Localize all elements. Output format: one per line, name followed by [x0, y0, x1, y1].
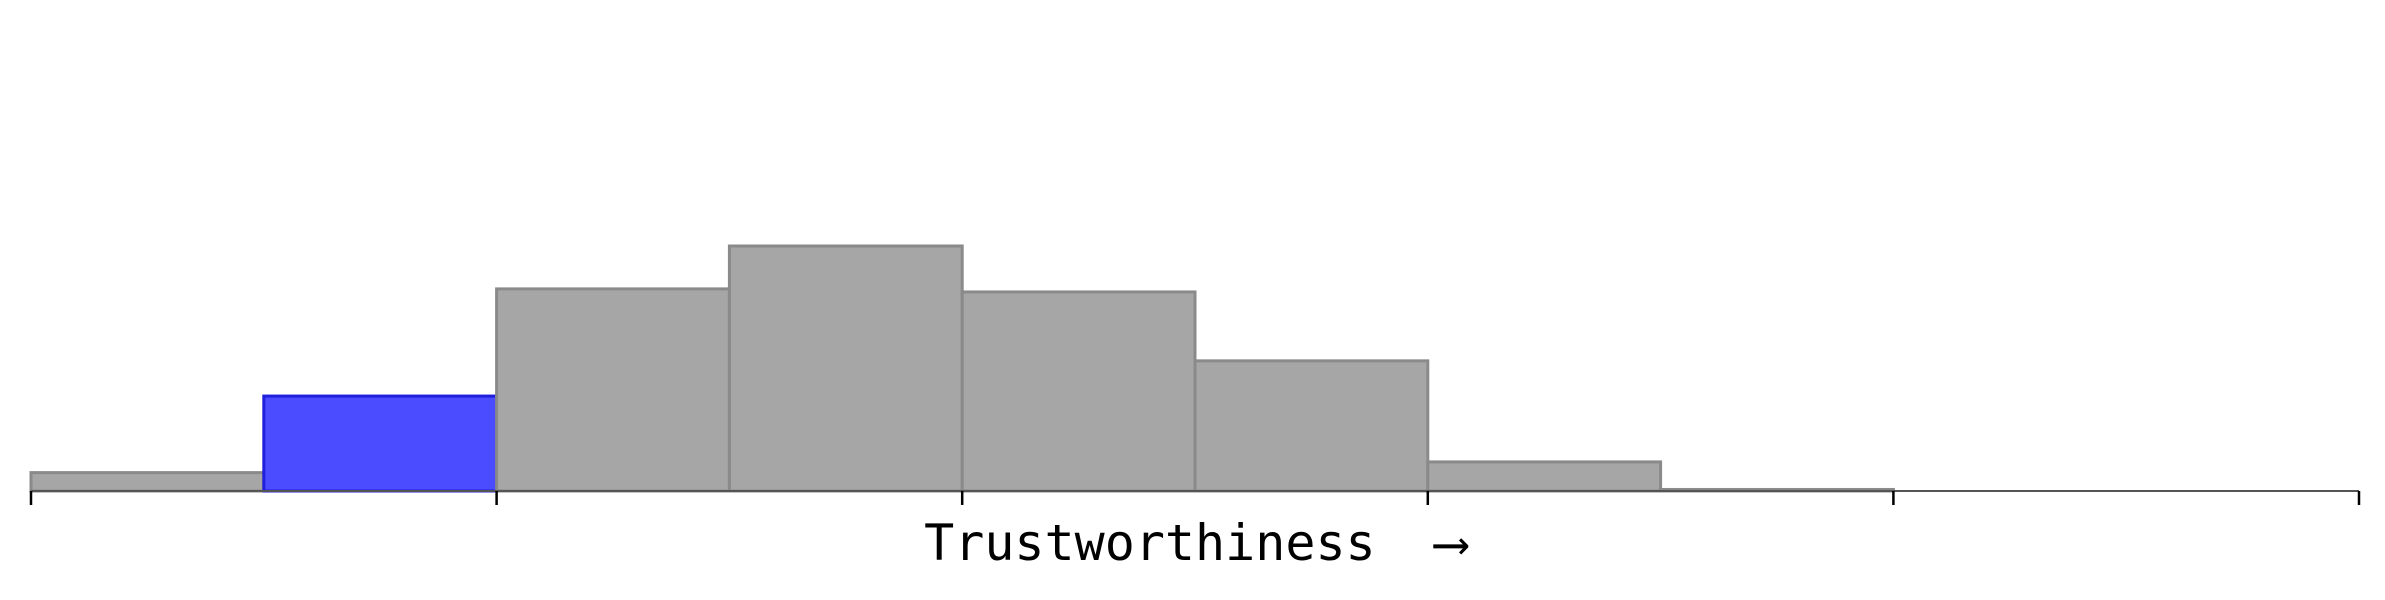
x-axis-arrow-icon: ⟶: [1433, 514, 1469, 572]
histogram-bars: [29, 244, 1895, 493]
histogram-bar: [727, 244, 964, 493]
x-axis-ticks: [29, 491, 2361, 505]
histogram-bar: [1426, 460, 1663, 493]
histogram-bar: [29, 471, 266, 493]
histogram-bar: [495, 287, 731, 493]
histogram-bar: [960, 290, 1197, 493]
x-axis-label: Trustworthiness ⟶: [924, 514, 1469, 572]
histogram-bar: [1193, 359, 1430, 493]
histogram-bar-highlighted: [262, 394, 499, 493]
x-axis-label-text: Trustworthiness: [924, 514, 1376, 572]
